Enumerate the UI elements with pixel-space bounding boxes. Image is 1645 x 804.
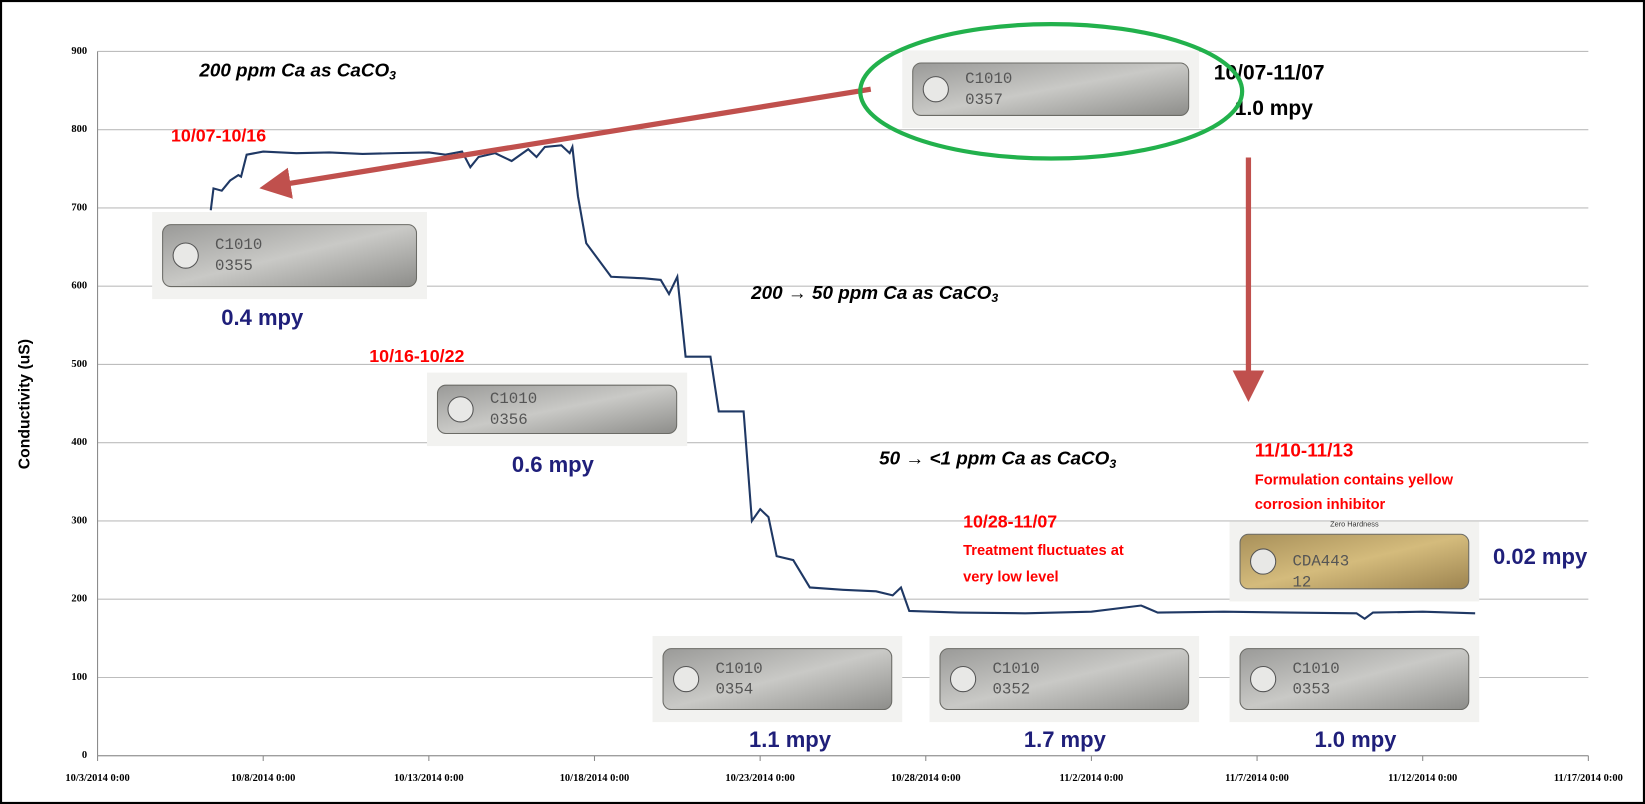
corrosion-rate: 0.4 mpy <box>221 305 304 330</box>
y-tick-label: 0 <box>82 750 87 761</box>
coupon-hole <box>1251 549 1276 574</box>
coupon <box>940 649 1189 710</box>
annotation: Treatment fluctuates at <box>963 543 1124 559</box>
coupon <box>163 225 417 287</box>
coupon-hole <box>950 667 975 692</box>
coupon-hole <box>923 77 948 102</box>
x-tick-label: 11/12/2014 0:00 <box>1388 773 1457 784</box>
annotation: 10/16-10/22 <box>369 346 464 366</box>
annotation: very low level <box>963 569 1059 585</box>
coupon-stamp: Zero Hardness <box>1330 520 1379 529</box>
annotation-subscript: 3 <box>389 69 396 83</box>
annotation: 10/07-11/07 <box>1214 61 1325 84</box>
corrosion-rate: 1.7 mpy <box>1024 727 1107 752</box>
coupon-stamp: CDA443 <box>1293 553 1350 571</box>
x-tick-label: 10/8/2014 0:00 <box>231 773 295 784</box>
arrow <box>275 89 871 186</box>
chart: 0 100 200 300 400 500 600 700 800 900 10/3/2014 0:… <box>0 0 1645 804</box>
y-tick-label: 600 <box>71 281 87 292</box>
coupon-stamp: C1010 <box>215 236 262 254</box>
annotation: 10/07-10/16 <box>171 125 266 145</box>
x-tick-label: 10/28/2014 0:00 <box>891 773 961 784</box>
y-tick-label: 200 <box>71 594 87 605</box>
coupon-stamp: 0352 <box>992 681 1030 699</box>
x-tick-label: 10/3/2014 0:00 <box>65 773 129 784</box>
y-tick-label: 400 <box>71 437 87 448</box>
annotation-text: very low level <box>963 569 1059 585</box>
corrosion-rate: 1.0 mpy <box>1314 727 1397 752</box>
coupon-stamp: C1010 <box>965 70 1012 88</box>
annotation-text: 11/10-11/13 <box>1255 440 1354 461</box>
x-tick-label: 10/18/2014 0:00 <box>560 773 630 784</box>
coupon-hole <box>1251 667 1276 692</box>
coupon-stamp: C1010 <box>490 390 537 408</box>
annotation-text: 50 → <1 ppm Ca as CaCO <box>879 449 1110 470</box>
annotation-text: 1.0 mpy <box>1235 97 1313 120</box>
corrosion-rate: 0.6 mpy <box>512 452 595 477</box>
coupon-stamp: 0356 <box>490 411 528 429</box>
coupon-stamp: 0357 <box>965 91 1003 109</box>
annotation: 11/10-11/13 <box>1255 440 1354 461</box>
y-tick-label: 900 <box>71 46 87 57</box>
corrosion-rate: 1.1 mpy <box>749 727 832 752</box>
annotation-text: 10/28-11/07 <box>963 511 1057 531</box>
annotation-text: corrosion inhibitor <box>1255 497 1386 513</box>
y-axis-title: Conductivity (uS) <box>16 339 33 469</box>
annotation: 50 → <1 ppm Ca as CaCO3 <box>879 449 1116 472</box>
y-tick-label: 100 <box>71 672 87 683</box>
annotation: 10/28-11/07 <box>963 511 1057 531</box>
annotation-text: Treatment fluctuates at <box>963 543 1124 559</box>
y-tick-label: 800 <box>71 124 87 135</box>
annotation: 1.0 mpy <box>1235 97 1313 120</box>
coupon-stamp: 0354 <box>715 681 753 699</box>
corrosion-rate: 0.02 mpy <box>1493 544 1588 569</box>
y-tick-label: 500 <box>71 359 87 370</box>
annotation-text: 200 → 50 ppm Ca as CaCO <box>750 283 991 304</box>
annotation: Formulation contains yellow <box>1255 473 1454 489</box>
annotation-subscript: 3 <box>1109 457 1116 471</box>
annotation-text: 10/16-10/22 <box>369 346 464 366</box>
coupon-hole <box>448 397 473 422</box>
coupon-stamp: 12 <box>1293 574 1312 592</box>
coupon-stamp: 0353 <box>1293 681 1331 699</box>
coupon-hole <box>674 667 699 692</box>
annotation: 200 → 50 ppm Ca as CaCO3 <box>750 283 998 306</box>
coupon-stamp: 0355 <box>215 257 253 275</box>
annotation-text: 10/07-11/07 <box>1214 61 1325 84</box>
coupon <box>913 63 1189 115</box>
y-tick-label: 700 <box>71 202 87 213</box>
coupon-stamp: C1010 <box>992 660 1039 678</box>
y-tick-label: 300 <box>71 515 87 526</box>
coupon-hole <box>173 243 198 268</box>
annotation-text: 200 ppm Ca as CaCO <box>198 60 389 81</box>
page: 0 100 200 300 400 500 600 700 800 900 10/3/2014 0:… <box>0 0 1645 804</box>
x-tick-label: 11/2/2014 0:00 <box>1060 773 1124 784</box>
decorations: C1010 0357 C1010 0355 0.4 mpy C1010 0356 0.6 mp… <box>152 50 1588 751</box>
x-tick-label: 11/17/2014 0:00 <box>1554 773 1623 784</box>
x-tick-label: 10/23/2014 0:00 <box>725 773 795 784</box>
annotation: corrosion inhibitor <box>1255 497 1386 513</box>
coupon-stamp: C1010 <box>1293 660 1340 678</box>
x-tick-label: 10/13/2014 0:00 <box>394 773 464 784</box>
coupon-stamp: C1010 <box>715 660 762 678</box>
annotation-subscript: 3 <box>991 291 998 305</box>
annotation-text: 10/07-10/16 <box>171 125 266 145</box>
annotation-text: Formulation contains yellow <box>1255 473 1454 489</box>
annotation: 200 ppm Ca as CaCO3 <box>198 60 396 83</box>
x-tick-label: 11/7/2014 0:00 <box>1225 773 1289 784</box>
